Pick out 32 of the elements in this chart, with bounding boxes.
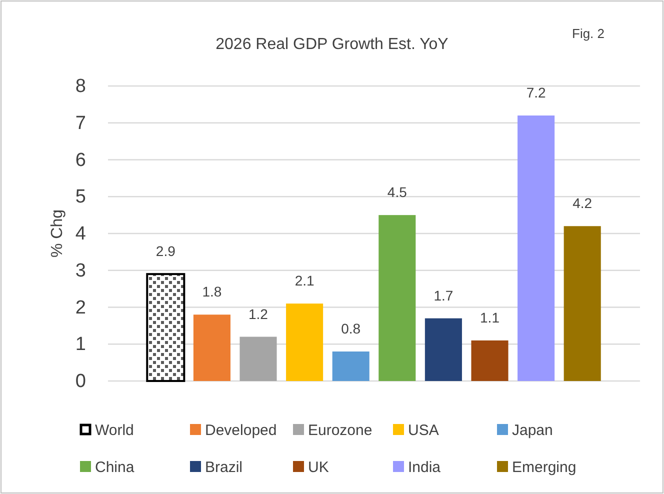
y-tick-label: 0 <box>75 371 86 392</box>
legend-label: Eurozone <box>308 422 372 439</box>
y-tick-label: 7 <box>75 112 86 134</box>
legend-label: Brazil <box>205 459 243 476</box>
legend-label: Emerging <box>512 459 576 476</box>
data-label: 7.2 <box>526 84 546 100</box>
legend-label: Japan <box>512 422 553 439</box>
y-tick-label: 8 <box>75 76 86 98</box>
y-tick-label: 5 <box>75 186 86 208</box>
data-label: 2.9 <box>156 243 176 260</box>
data-label: 1.7 <box>434 287 454 304</box>
data-label: 1.8 <box>202 284 222 300</box>
y-tick-label: 6 <box>75 150 86 171</box>
data-label: 4.5 <box>387 184 408 200</box>
legend-label: China <box>95 459 135 476</box>
y-tick-label: 4 <box>75 224 86 245</box>
data-label: 2.1 <box>294 272 314 289</box>
y-tick-label: 2 <box>75 297 86 318</box>
chart-title: 2026 Real GDP Growth Est. YoY <box>216 36 449 53</box>
legend-label: Developed <box>205 422 277 439</box>
y-tick-label: 3 <box>75 260 86 282</box>
data-label: 1.2 <box>248 306 268 322</box>
data-label: 1.1 <box>480 309 500 326</box>
text: World <box>95 422 134 439</box>
caption: Fig. 2 <box>572 26 605 41</box>
legend-label: UK <box>308 459 329 476</box>
y-tick-label: 1 <box>75 334 86 356</box>
data-label: 0.8 <box>341 320 361 336</box>
legend-label: USA <box>408 422 439 439</box>
legend-label: India <box>408 459 442 476</box>
data-label: 4.2 <box>572 195 592 212</box>
y-axis-title: % Chg <box>49 209 66 258</box>
